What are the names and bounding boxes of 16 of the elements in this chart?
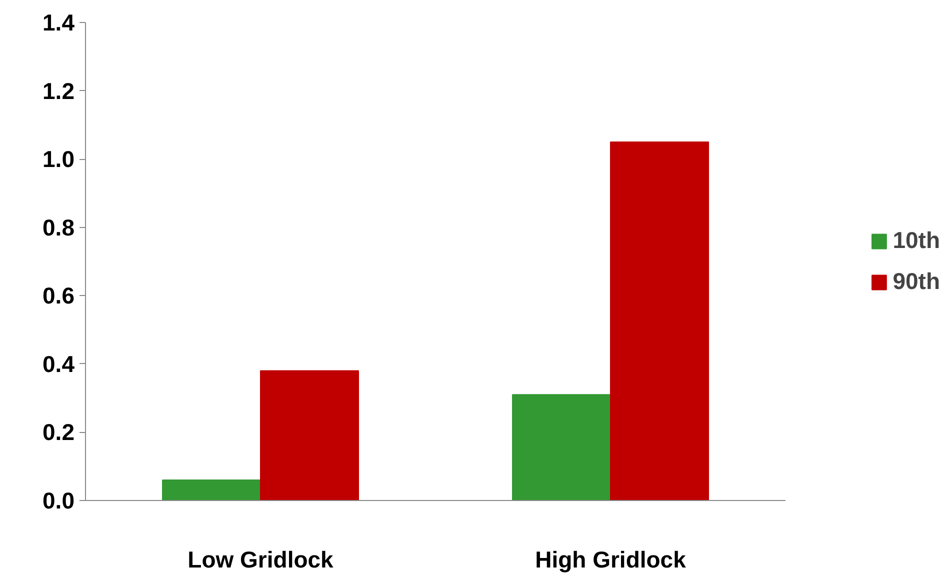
x-tick-label: High Gridlock <box>535 546 686 572</box>
bar <box>512 394 611 500</box>
legend-label: 10th <box>892 227 940 254</box>
bar <box>260 370 359 500</box>
bar <box>162 480 261 500</box>
legend-label: 90th <box>892 268 940 295</box>
y-tick-label: 1.2 <box>42 78 75 104</box>
y-tick-label: 1.0 <box>42 146 75 172</box>
y-tick-label: 0.6 <box>42 282 75 309</box>
y-tick-label: 1.4 <box>42 10 75 36</box>
y-tick-label: 0.4 <box>42 350 75 377</box>
y-tick-label: 0.8 <box>42 214 75 240</box>
x-tick-label: Low Gridlock <box>188 546 334 572</box>
y-tick-label: 0.0 <box>42 488 75 514</box>
y-tick-label: 0.2 <box>42 419 75 446</box>
bar <box>610 142 709 500</box>
